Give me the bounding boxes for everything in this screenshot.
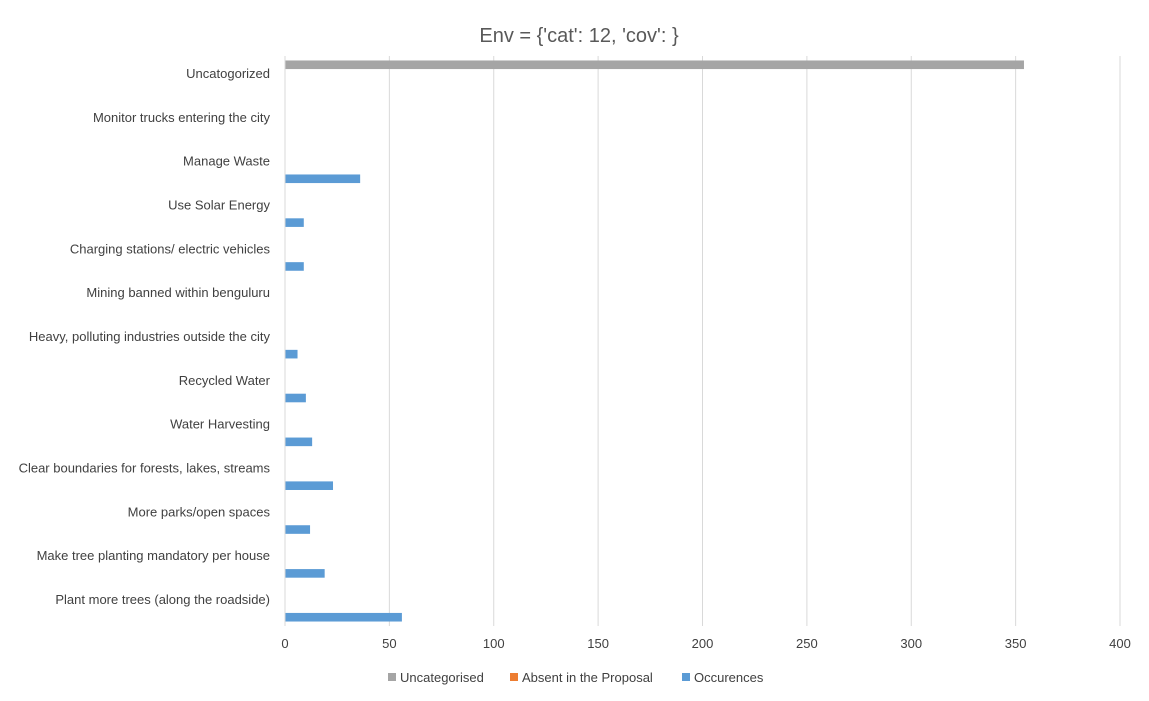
x-tick-label: 400 bbox=[1109, 636, 1131, 651]
x-tick-label: 100 bbox=[483, 636, 505, 651]
bars bbox=[284, 56, 1024, 626]
bar bbox=[285, 612, 402, 622]
bar bbox=[285, 481, 334, 490]
legend-swatch bbox=[682, 673, 690, 681]
bar bbox=[285, 569, 325, 578]
category-label: Mining banned within benguluru bbox=[86, 285, 270, 300]
category-label: Manage Waste bbox=[183, 154, 270, 169]
bar bbox=[285, 349, 298, 359]
x-tick-label: 150 bbox=[587, 636, 609, 651]
chart-title: Env = {'cat': 12, 'cov': } bbox=[479, 25, 679, 47]
x-tick-label: 250 bbox=[796, 636, 818, 651]
legend-label: Absent in the Proposal bbox=[522, 670, 653, 685]
category-label: Uncatogorized bbox=[186, 66, 270, 81]
x-tick-label: 50 bbox=[382, 636, 396, 651]
bar bbox=[285, 437, 313, 447]
category-label: Clear boundaries for forests, lakes, str… bbox=[19, 461, 271, 476]
legend-swatch bbox=[388, 673, 396, 681]
category-label: Heavy, polluting industries outside the … bbox=[29, 329, 271, 344]
category-label: Charging stations/ electric vehicles bbox=[70, 241, 271, 256]
x-tick-label: 300 bbox=[900, 636, 922, 651]
legend-label: Occurences bbox=[694, 670, 764, 685]
legend-label: Uncategorised bbox=[400, 670, 484, 685]
x-tick-label: 350 bbox=[1005, 636, 1027, 651]
bar bbox=[285, 218, 304, 227]
category-label: Use Solar Energy bbox=[168, 197, 270, 212]
x-tick-label: 200 bbox=[692, 636, 714, 651]
bar bbox=[285, 60, 1024, 70]
category-label: Make tree planting mandatory per house bbox=[37, 548, 270, 563]
bar bbox=[285, 174, 361, 184]
bar bbox=[285, 393, 306, 403]
bar bbox=[285, 262, 304, 271]
category-label: Water Harvesting bbox=[170, 417, 270, 432]
category-label: Monitor trucks entering the city bbox=[93, 110, 271, 125]
category-label: More parks/open spaces bbox=[128, 504, 271, 519]
bar bbox=[285, 525, 311, 534]
legend: Uncategorised Absent in the Proposal Occur… bbox=[388, 670, 764, 685]
legend-swatch bbox=[510, 673, 518, 681]
gridlines bbox=[284, 56, 1121, 626]
category-label: Recycled Water bbox=[179, 373, 271, 388]
category-labels: Uncatogorized Monitor trucks entering the… bbox=[19, 66, 271, 607]
category-label: Plant more trees (along the roadside) bbox=[55, 592, 270, 607]
x-tick-labels: 0 50 100 150 200 250 300 350 400 bbox=[281, 636, 1130, 651]
x-tick-label: 0 bbox=[281, 636, 288, 651]
